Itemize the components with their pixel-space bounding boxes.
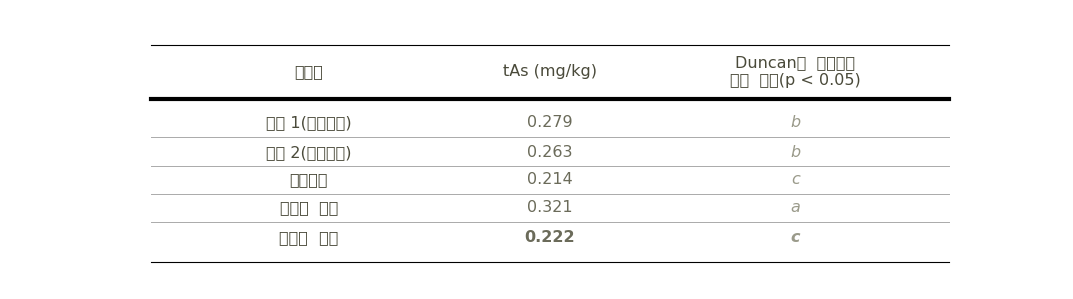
Text: 처리구: 처리구: [294, 64, 323, 79]
Text: 0.214: 0.214: [527, 172, 573, 187]
Text: 0.263: 0.263: [527, 145, 573, 160]
Text: tAs (mg/kg): tAs (mg/kg): [503, 64, 597, 79]
Text: 0.321: 0.321: [527, 200, 573, 215]
Text: 유황비료: 유황비료: [290, 172, 328, 187]
Text: 0.222: 0.222: [525, 230, 575, 245]
Text: b: b: [790, 115, 800, 130]
Text: c: c: [791, 172, 799, 187]
Text: Duncan의  다중범위
검정  결과(p < 0.05): Duncan의 다중범위 검정 결과(p < 0.05): [730, 55, 861, 88]
Text: c: c: [791, 230, 800, 245]
Text: 대조 2(고오염지): 대조 2(고오염지): [266, 145, 352, 160]
Text: a: a: [791, 200, 800, 215]
Text: b: b: [790, 145, 800, 160]
Text: 0.279: 0.279: [527, 115, 573, 130]
Text: 대조 1(저오염지): 대조 1(저오염지): [266, 115, 352, 130]
Text: 규산질  비료: 규산질 비료: [279, 230, 338, 245]
Text: 인산질  비료: 인산질 비료: [280, 200, 338, 215]
